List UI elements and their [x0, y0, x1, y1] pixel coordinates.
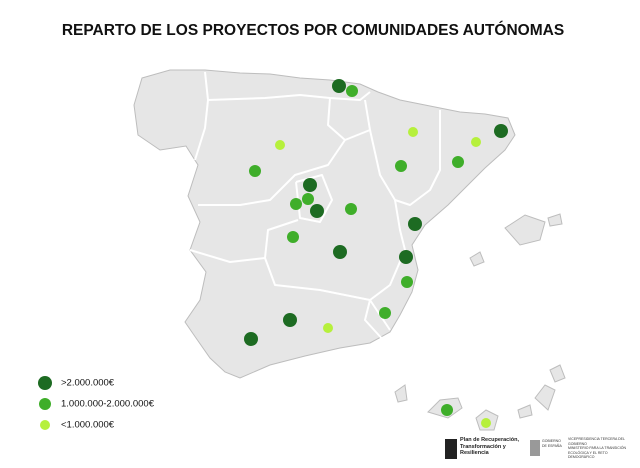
legend-swatch: [39, 398, 51, 410]
legend-label: 1.000.000-2.000.000€: [61, 399, 155, 410]
ministry-text: MINISTERIO PARA LA TRANSICIÓN ECOLÓGICA …: [568, 446, 627, 459]
project-dot: [332, 79, 346, 93]
project-dot: [345, 203, 357, 215]
ministry-box: VICEPRESIDENCIA TERCERA DEL GOBIERNO MIN…: [568, 437, 627, 459]
title: REPARTO DE LOS PROYECTOS POR COMUNIDADES…: [62, 21, 564, 39]
project-dot: [379, 307, 391, 319]
legend-swatch: [38, 376, 52, 390]
plan-text-box: Plan de Recuperación, Transformación y R…: [460, 437, 519, 456]
project-dot: [287, 231, 299, 243]
legend: >2.000.000€ 1.000.000-2.000.000€ <1.000.00…: [38, 376, 155, 431]
region-border: [198, 139, 346, 206]
gov-box: GOBIERNO DE ESPAÑA: [542, 439, 562, 448]
project-dot: [408, 217, 422, 231]
gov-text: GOBIERNO DE ESPAÑA: [542, 439, 562, 448]
project-dot: [249, 165, 261, 177]
project-dot: [494, 124, 508, 138]
project-dot: [481, 418, 491, 428]
project-dot: [303, 178, 317, 192]
project-dot: [399, 250, 413, 264]
spain-mainland: [133, 69, 516, 379]
map: [133, 69, 566, 431]
project-dot: [346, 85, 358, 97]
project-dots: [244, 79, 508, 428]
project-dot: [244, 332, 258, 346]
plan-logo: [445, 439, 457, 459]
project-dot: [401, 276, 413, 288]
plan-text: Plan de Recuperación, Transformación y R…: [460, 437, 519, 456]
project-dot: [333, 245, 347, 259]
region-border: [364, 299, 386, 343]
project-dot: [395, 160, 407, 172]
project-dot: [275, 140, 285, 150]
vicepresidency-text: VICEPRESIDENCIA TERCERA DEL GOBIERNO: [568, 437, 625, 446]
project-dot: [283, 313, 297, 327]
project-dot: [452, 156, 464, 168]
balearic-islands: [469, 213, 563, 267]
legend-swatch: [40, 420, 50, 430]
region-border: [194, 71, 209, 161]
region-border: [369, 110, 441, 206]
legend-label: <1.000.000€: [61, 420, 115, 431]
canary-islands: [394, 364, 566, 431]
project-dot: [408, 127, 418, 137]
project-dot: [441, 404, 453, 416]
shield: [530, 440, 540, 456]
project-dot: [290, 198, 302, 210]
region-border: [295, 174, 333, 223]
project-dot: [323, 323, 333, 333]
project-dot: [310, 204, 324, 218]
project-dot: [302, 193, 314, 205]
legend-label: >2.000.000€: [61, 378, 115, 389]
footer-logos: Plan de Recuperación, Transformación y R…: [445, 437, 627, 459]
project-dot: [471, 137, 481, 147]
region-border: [207, 91, 371, 101]
region-border: [369, 199, 406, 301]
region-border: [264, 219, 299, 259]
